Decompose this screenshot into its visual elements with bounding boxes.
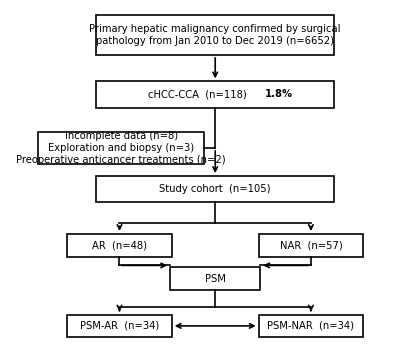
FancyBboxPatch shape [67,234,172,257]
FancyBboxPatch shape [67,314,172,337]
FancyBboxPatch shape [170,267,260,290]
Text: 1.8%: 1.8% [264,89,292,99]
Text: cHCC-CCA  (n=118): cHCC-CCA (n=118) [148,89,253,99]
Text: PSM-AR  (n=34): PSM-AR (n=34) [80,321,159,331]
Text: AR  (n=48): AR (n=48) [92,240,147,250]
FancyBboxPatch shape [96,81,334,108]
Text: Primary hepatic malignancy confirmed by surgical
pathology from Jan 2010 to Dec : Primary hepatic malignancy confirmed by … [90,24,341,46]
Text: NAR  (n=57): NAR (n=57) [280,240,342,250]
Text: Incomplete data (n=8)
Exploration and biopsy (n=3)
Preoperative anticancer treat: Incomplete data (n=8) Exploration and bi… [16,131,226,164]
FancyBboxPatch shape [96,15,334,55]
FancyBboxPatch shape [38,132,204,164]
FancyBboxPatch shape [96,176,334,202]
Text: Study cohort  (n=105): Study cohort (n=105) [160,184,271,194]
FancyBboxPatch shape [258,314,363,337]
Text: PSM: PSM [205,274,226,284]
FancyBboxPatch shape [258,234,363,257]
Text: PSM-NAR  (n=34): PSM-NAR (n=34) [268,321,354,331]
